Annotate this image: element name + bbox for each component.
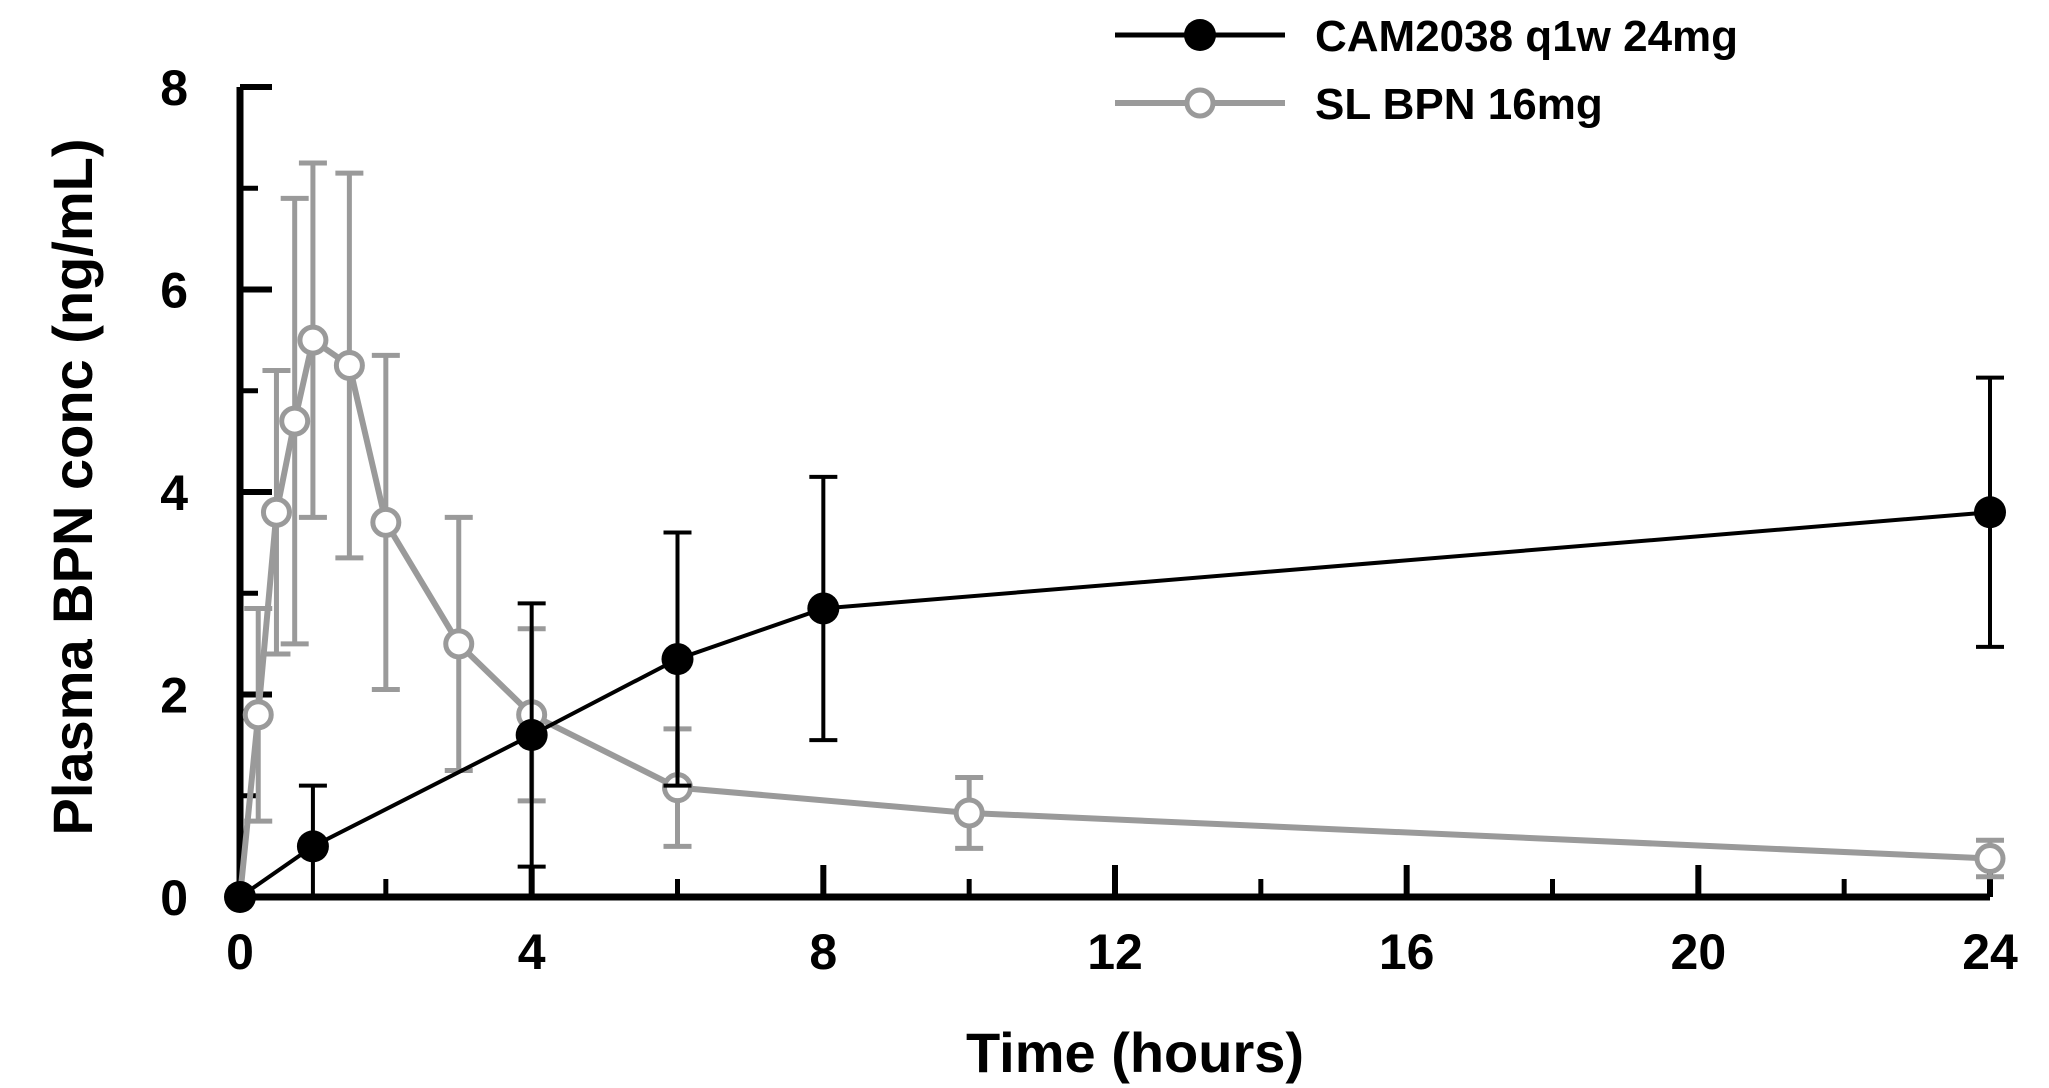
data-point (661, 643, 694, 676)
y-tick-label: 4 (160, 465, 188, 521)
data-point (296, 830, 329, 863)
data-point (370, 506, 402, 538)
y-tick-label: 0 (160, 870, 188, 926)
data-point (443, 628, 475, 660)
x-axis-title: Time (hours) (966, 1021, 1304, 1084)
legend-label: CAM2038 q1w 24mg (1315, 12, 1738, 61)
y-tick-label: 6 (160, 263, 188, 319)
legend-marker (1184, 19, 1216, 51)
series-sl-bpn (224, 160, 2006, 913)
y-tick-label: 8 (160, 60, 188, 116)
data-point (260, 496, 292, 528)
x-tick-label: 4 (518, 924, 546, 980)
x-tick-label: 8 (809, 924, 837, 980)
legend: CAM2038 q1w 24mg SL BPN 16mg (1115, 12, 1738, 129)
series-line (238, 510, 1991, 899)
data-point (515, 719, 548, 751)
data-point (1974, 843, 2006, 875)
data-point (297, 324, 329, 356)
x-tick-label: 16 (1379, 924, 1435, 980)
data-point (242, 699, 274, 731)
series-cam2038 (224, 375, 2006, 913)
axes (236, 87, 1990, 901)
data-point (953, 797, 985, 829)
data-point (333, 349, 365, 381)
y-tick-label: 2 (160, 668, 188, 724)
data-point (1974, 496, 2006, 529)
x-tick-label: 12 (1087, 924, 1143, 980)
data-point (224, 881, 256, 913)
x-tick-label: 20 (1671, 924, 1727, 980)
series-line (237, 335, 1991, 898)
legend-label: SL BPN 16mg (1315, 80, 1603, 129)
data-point (807, 592, 840, 625)
legend-marker (1184, 87, 1216, 119)
x-ticks: 0 4 8 12 16 20 24 (226, 865, 2018, 980)
x-tick-label: 0 (226, 924, 254, 980)
x-tick-label: 24 (1962, 924, 2018, 980)
data-point (279, 405, 311, 437)
y-axis-title: Plasma BPN conc (ng/mL) (41, 138, 104, 835)
series-layer (224, 160, 2006, 913)
y-ticks: 0 2 4 6 8 (160, 60, 272, 926)
